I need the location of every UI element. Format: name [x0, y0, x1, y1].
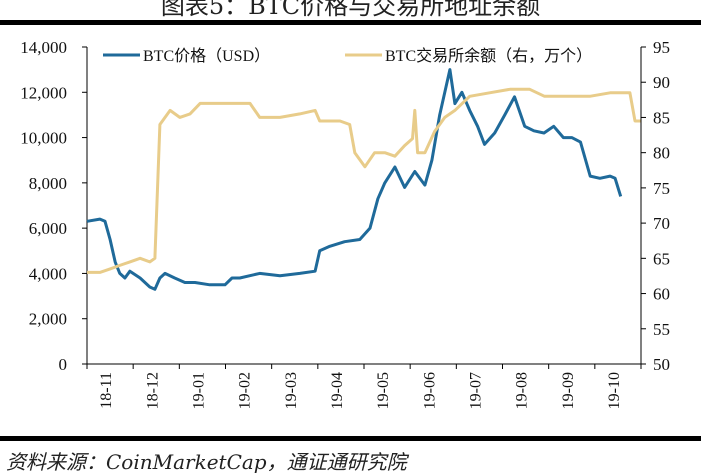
x-tick-label: 19-03: [283, 372, 300, 409]
x-tick-label: 19-09: [560, 372, 577, 409]
x-tick-label: 19-05: [375, 372, 392, 409]
right-tick-label: 70: [653, 214, 670, 233]
left-tick-label: 2,000: [29, 310, 67, 329]
left-tick-label: 8,000: [29, 174, 67, 193]
left-tick-label: 4,000: [29, 264, 67, 283]
legend-label: BTC交易所余额（右，万个）: [385, 46, 592, 65]
legend-label: BTC价格（USD）: [143, 47, 270, 65]
right-tick-label: 90: [653, 73, 670, 92]
line-chart: 0 2,000 4,000 6,000 8,000 10,000 12,000 14,000 5…: [20, 38, 670, 409]
source-note: 资料来源：CoinMarketCap，通证通研究院: [6, 450, 407, 474]
right-tick-label: 85: [653, 108, 670, 127]
right-tick-label: 60: [653, 285, 670, 304]
x-tick-label: 18-12: [144, 372, 161, 409]
left-tick-label: 0: [59, 355, 68, 374]
figure-title: 图表5：BTC价格与交易所地址余额: [160, 0, 541, 20]
left-tick-label: 12,000: [20, 83, 67, 102]
x-tick-label: 19-08: [514, 372, 531, 409]
right-tick-label: 75: [653, 179, 670, 198]
x-tick-label: 19-04: [329, 372, 346, 409]
right-tick-label: 50: [653, 355, 670, 374]
price-series-line: [86, 68, 623, 291]
bottom-rule: [0, 436, 701, 441]
x-tick-label: 19-01: [190, 372, 207, 409]
balance-series-line: [87, 87, 641, 274]
x-tick-label: 19-07: [467, 372, 484, 409]
left-tick-label: 10,000: [20, 129, 67, 148]
x-tick-label: 19-10: [606, 372, 623, 409]
right-tick-label: 55: [653, 320, 670, 339]
right-tick-label: 80: [653, 144, 670, 163]
x-tick-label: 19-06: [421, 372, 438, 409]
x-tick-label: 19-02: [237, 372, 254, 409]
x-tick-label: 18-11: [98, 372, 115, 409]
top-rule: [0, 20, 701, 25]
left-tick-label: 14,000: [20, 38, 67, 57]
right-tick-label: 65: [653, 249, 670, 268]
left-tick-label: 6,000: [29, 219, 67, 238]
right-tick-label: 95: [653, 38, 670, 57]
